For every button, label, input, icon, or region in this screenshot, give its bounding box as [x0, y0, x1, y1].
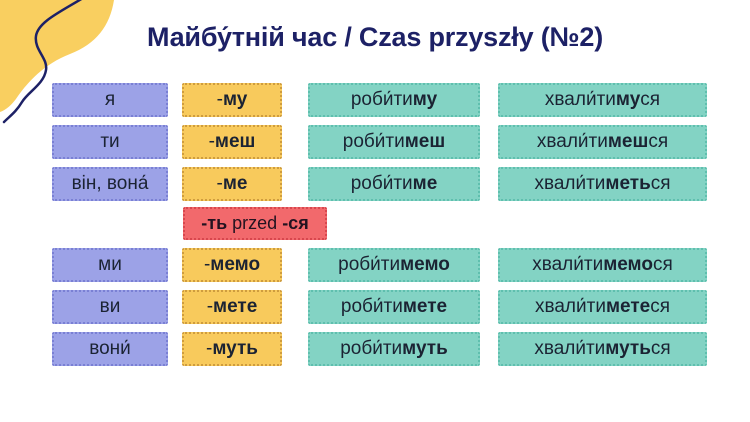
- ending-label: му: [222, 89, 248, 110]
- verb-do-box: роби́ти мемо: [308, 248, 480, 282]
- soft-sign-note: -ть przed -ся: [183, 207, 327, 240]
- pronoun-box: він, вона́: [52, 167, 168, 201]
- ending-box: - муть: [182, 332, 282, 366]
- verb-do-box: роби́ти мете: [308, 290, 480, 324]
- verb-reflexive-box: хвали́ти муть ся: [498, 332, 707, 366]
- verb-reflexive-box: хвали́ти меш ся: [498, 125, 707, 159]
- note-lead: -ть: [201, 213, 228, 233]
- ending-box: - ме: [182, 167, 282, 201]
- table-row: вони́ - муть роби́ти муть хвали́ти муть ся: [0, 332, 750, 366]
- ending-label: ме: [222, 173, 248, 194]
- page-title: Майбу́тній час / Czas przyszły (№2): [147, 22, 603, 52]
- pronoun-label: ти: [100, 131, 120, 152]
- ending-box: - мемо: [182, 248, 282, 282]
- ending-hyphen: -: [216, 173, 223, 194]
- table-row: ти - меш роби́ти меш хвали́ти меш ся: [0, 125, 750, 159]
- pronoun-label: він, вона́: [71, 173, 149, 194]
- verb-do-box: роби́ти ме: [308, 167, 480, 201]
- ending-hyphen: -: [203, 254, 211, 275]
- ending-label: мемо: [210, 254, 261, 275]
- verb-do-box: роби́ти му: [308, 83, 480, 117]
- pronoun-box: ми: [52, 248, 168, 282]
- ending-hyphen: -: [208, 131, 215, 152]
- ending-box: - мете: [182, 290, 282, 324]
- pronoun-box: ви: [52, 290, 168, 324]
- ending-label: меш: [214, 131, 256, 152]
- ending-box: - меш: [182, 125, 282, 159]
- pronoun-box: я: [52, 83, 168, 117]
- pronoun-label: я: [104, 89, 116, 110]
- ending-label: муть: [212, 338, 258, 359]
- pronoun-label: вони́: [89, 338, 131, 359]
- table-row: ми - мемо роби́ти мемо хвали́ти мемо ся: [0, 248, 750, 282]
- verb-do-box: роби́ти меш: [308, 125, 480, 159]
- ending-hyphen: -: [216, 89, 223, 110]
- table-row: він, вона́ - ме роби́ти ме хвали́ти меть ся: [0, 167, 750, 201]
- pronoun-label: ви: [99, 296, 121, 317]
- verb-reflexive-box: хвали́ти мете ся: [498, 290, 707, 324]
- note-middle: przed: [227, 213, 283, 233]
- pronoun-box: вони́: [52, 332, 168, 366]
- ending-hyphen: -: [206, 338, 213, 359]
- verb-reflexive-box: хвали́ти му ся: [498, 83, 707, 117]
- verb-reflexive-box: хвали́ти мемо ся: [498, 248, 707, 282]
- verb-reflexive-box: хвали́ти меть ся: [498, 167, 707, 201]
- pronoun-label: ми: [98, 254, 122, 275]
- table-row: я - му роби́ти му хвали́ти му ся: [0, 83, 750, 117]
- pronoun-box: ти: [52, 125, 168, 159]
- ending-box: - му: [182, 83, 282, 117]
- verb-do-box: роби́ти муть: [308, 332, 480, 366]
- ending-label: мете: [213, 296, 258, 317]
- ending-hyphen: -: [206, 296, 214, 317]
- note-tail: -ся: [282, 213, 309, 233]
- table-row: ви - мете роби́ти мете хвали́ти мете ся: [0, 290, 750, 324]
